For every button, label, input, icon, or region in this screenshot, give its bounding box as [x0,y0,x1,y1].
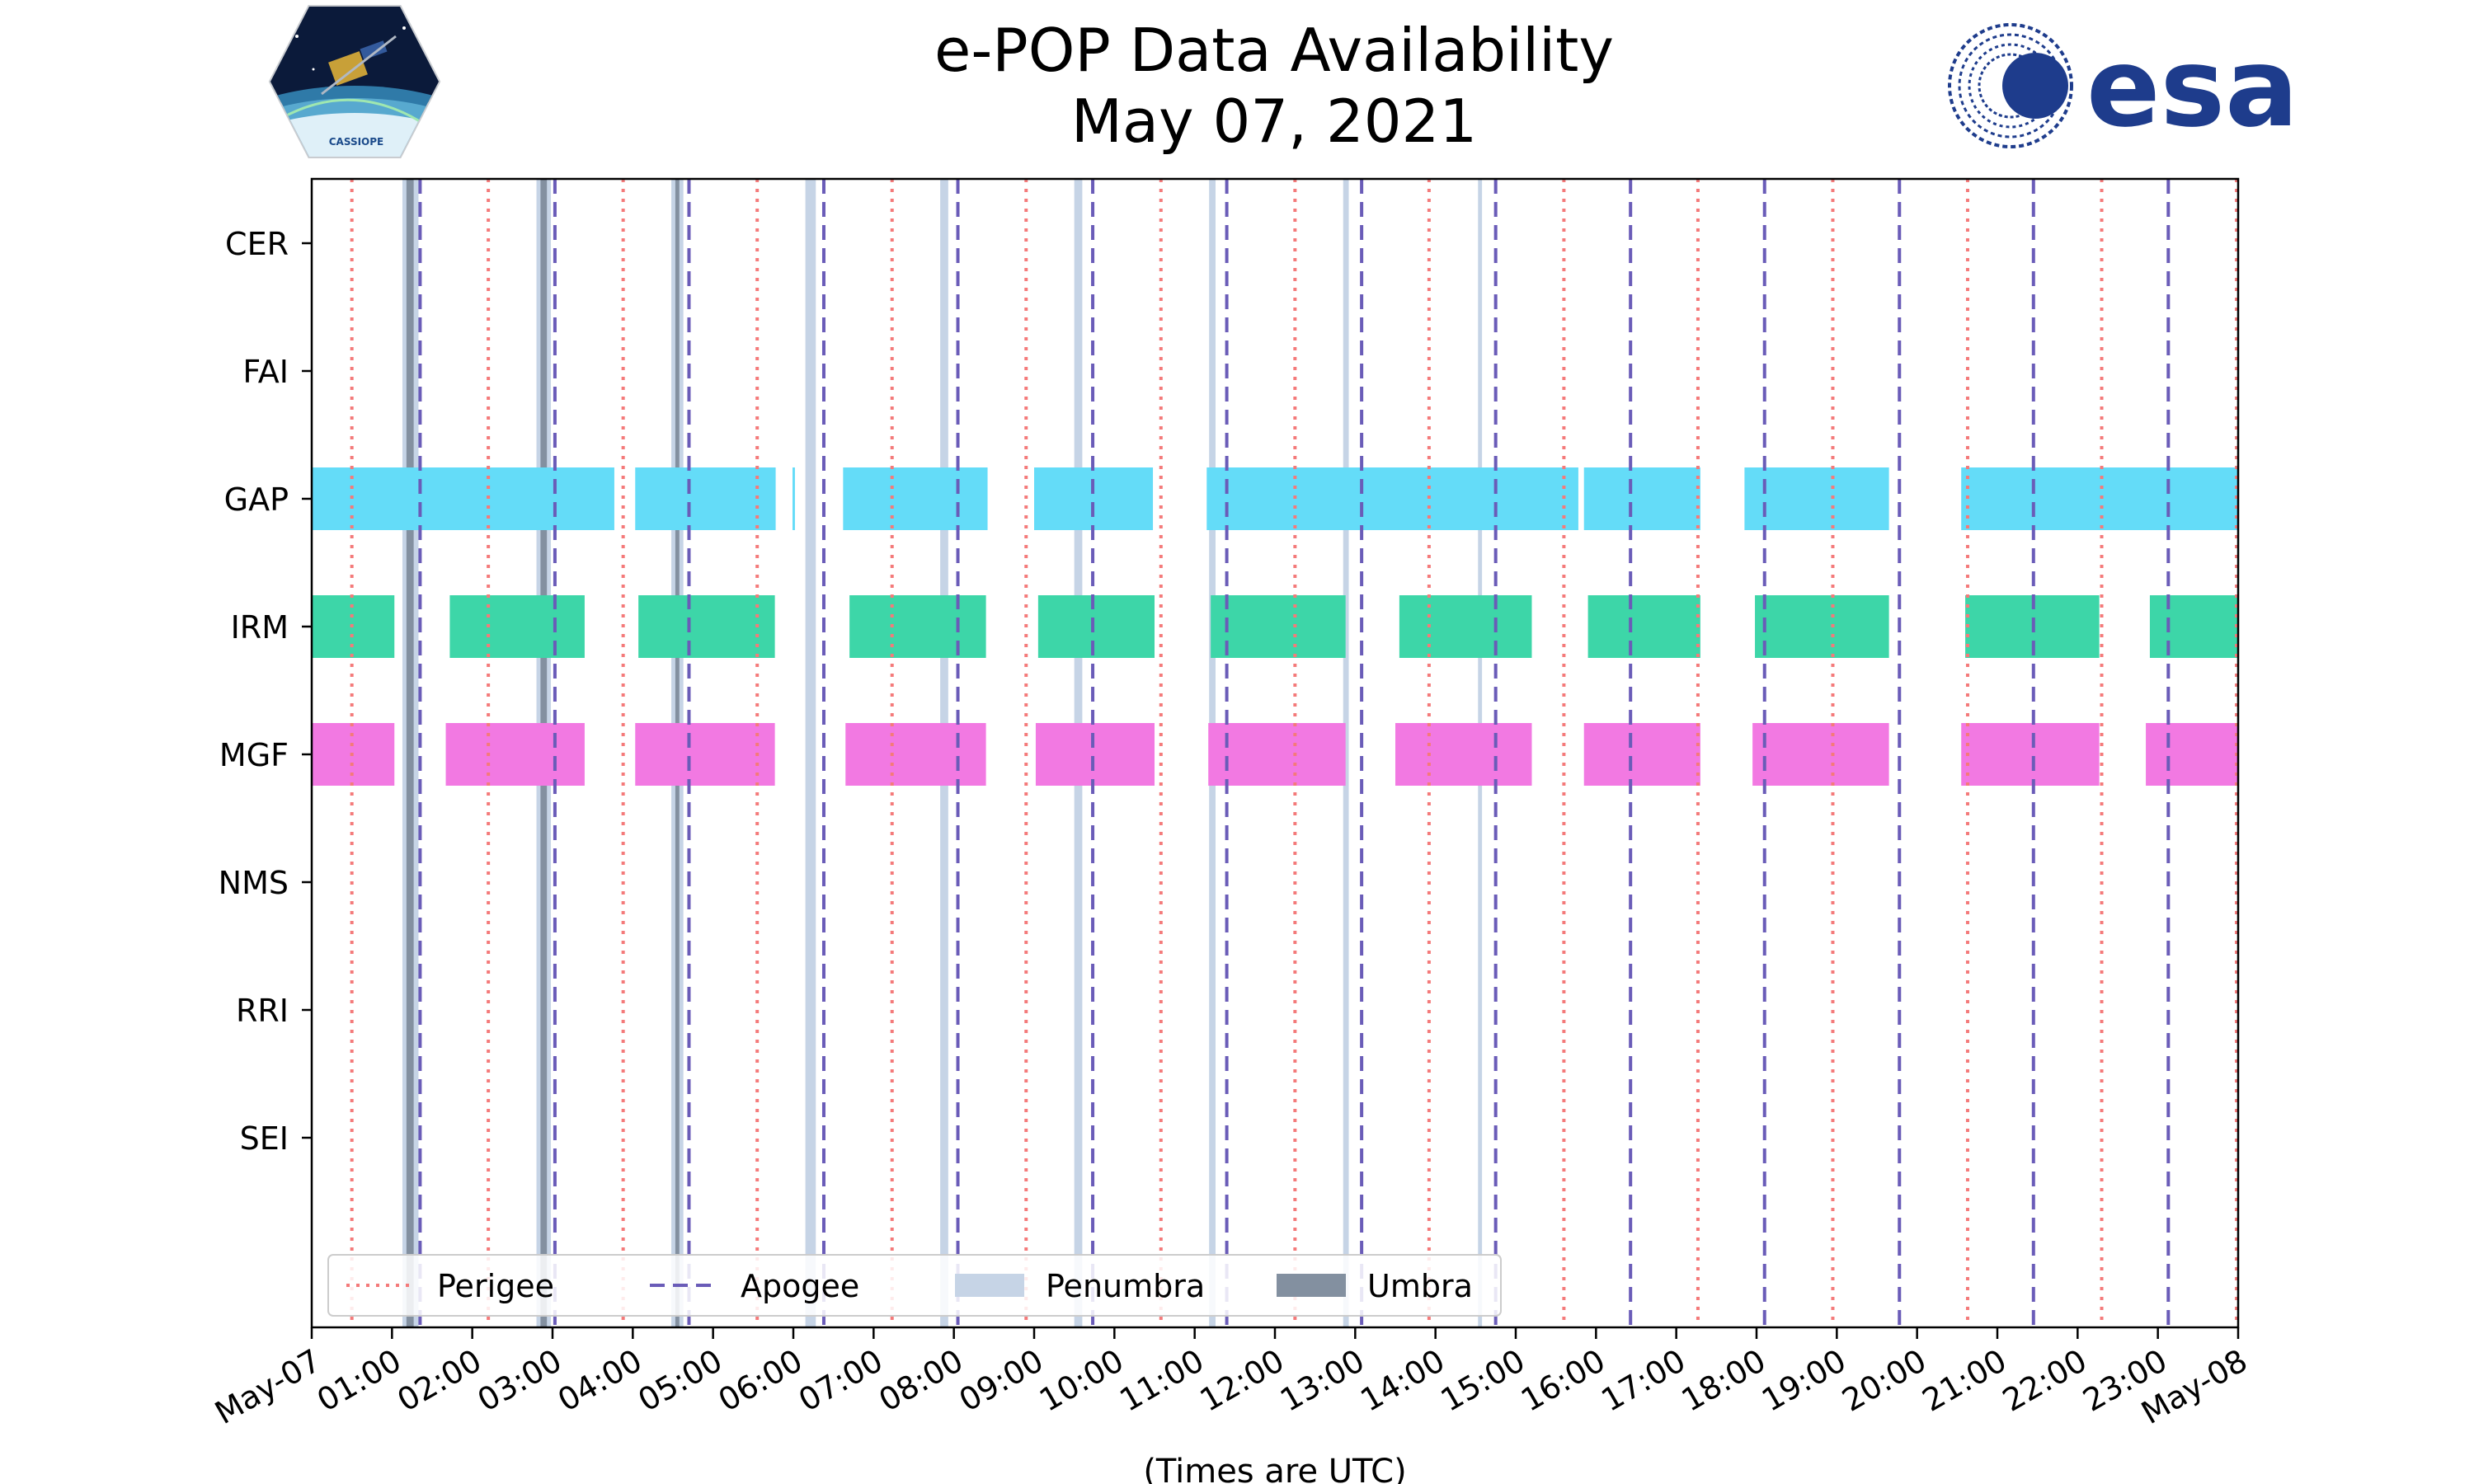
gap-availability-bar [1583,467,1700,530]
x-tick-label: 22:00 [1997,1342,2093,1419]
x-tick-label: 19:00 [1756,1342,1852,1419]
x-tick-label: 15:00 [1435,1342,1531,1419]
mgf-availability-bar [1583,723,1700,786]
legend-box [327,1254,1502,1317]
legend-label-penumbra: Penumbra [1046,1268,1205,1304]
x-tick-label: 07:00 [793,1342,889,1419]
y-tick-label-rri: RRI [236,993,289,1029]
x-tick-label: 08:00 [872,1342,969,1419]
y-tick-label-gap: GAP [224,481,289,518]
umbra-band [406,179,414,1327]
penumbra-band [1343,179,1349,1327]
mgf-availability-bar [1961,723,2100,786]
x-tick-label: 01:00 [311,1342,407,1419]
x-tick-label: 14:00 [1354,1342,1451,1419]
mgf-availability-bar [445,723,585,786]
esa-logo-text: esa [2086,25,2298,152]
y-tick-label-mgf: MGF [219,737,289,773]
x-tick-label: 11:00 [1113,1342,1210,1419]
x-tick-label: 05:00 [632,1342,728,1419]
mgf-availability-bar [635,723,775,786]
esa-logo: esa [1948,23,2298,152]
mgf-availability-bar [845,723,986,786]
x-tick-label: 16:00 [1515,1342,1611,1419]
x-tick-label: 12:00 [1194,1342,1291,1419]
mgf-availability-bar [1035,723,1155,786]
mgf-availability-bar [2146,723,2238,786]
x-tick-label: 13:00 [1274,1342,1371,1419]
y-tick-label-sei: SEI [240,1120,289,1157]
legend-label-perigee: Perigee [437,1268,554,1304]
x-tick-label: 06:00 [713,1342,809,1419]
y-tick-label-cer: CER [225,226,289,262]
x-tick-label: 03:00 [472,1342,568,1419]
y-tick-label-fai: FAI [242,354,289,390]
irm-availability-bar [638,595,775,658]
gap-availability-bar [635,467,776,530]
gap-availability-bar [1961,467,2238,530]
irm-availability-bar [1399,595,1532,658]
irm-availability-bar [1037,595,1155,658]
penumbra-band [805,179,816,1327]
cassiope-logo-text: CASSIOPE [329,136,384,148]
gap-availability-bar [1206,467,1578,530]
x-tick-label: 20:00 [1836,1342,1932,1419]
chart-title: e-POP Data Availability [934,16,1614,85]
x-tick-label: 04:00 [552,1342,648,1419]
x-tick-label: 02:00 [391,1342,487,1419]
irm-availability-bar [1755,595,1889,658]
legend-umbra-swatch [1277,1274,1346,1297]
irm-availability-bar [849,595,986,658]
gap-availability-bar [793,467,795,530]
y-tick-label-nms: NMS [219,865,289,901]
x-tick-label: May-07 [209,1342,327,1431]
cassiope-logo: CASSIOPE [268,5,441,158]
irm-availability-bar [1587,595,1700,658]
legend-penumbra-swatch [955,1274,1024,1297]
irm-availability-bar [2149,595,2238,658]
chart-subtitle-date: May 07, 2021 [1071,87,1477,156]
mgf-availability-bar [1395,723,1532,786]
irm-availability-bar [1211,595,1346,658]
gap-availability-bar [1744,467,1889,530]
y-tick-label-irm: IRM [231,609,289,646]
gap-availability-bar [1034,467,1154,530]
legend-label-umbra: Umbra [1367,1268,1473,1304]
x-tick-label: 17:00 [1595,1342,1691,1419]
mgf-availability-bar [1752,723,1889,786]
x-tick-label: 09:00 [953,1342,1050,1419]
x-tick-label: 10:00 [1033,1342,1130,1419]
legend-label-apogee: Apogee [741,1268,859,1304]
x-axis-label: (Times are UTC) [1143,1453,1406,1484]
gap-availability-bar [312,467,614,530]
irm-availability-bar [449,595,585,658]
x-tick-label: 18:00 [1676,1342,1772,1419]
mgf-availability-bar [1208,723,1346,786]
gap-availability-bar [843,467,988,530]
x-tick-label: 21:00 [1917,1342,2013,1419]
